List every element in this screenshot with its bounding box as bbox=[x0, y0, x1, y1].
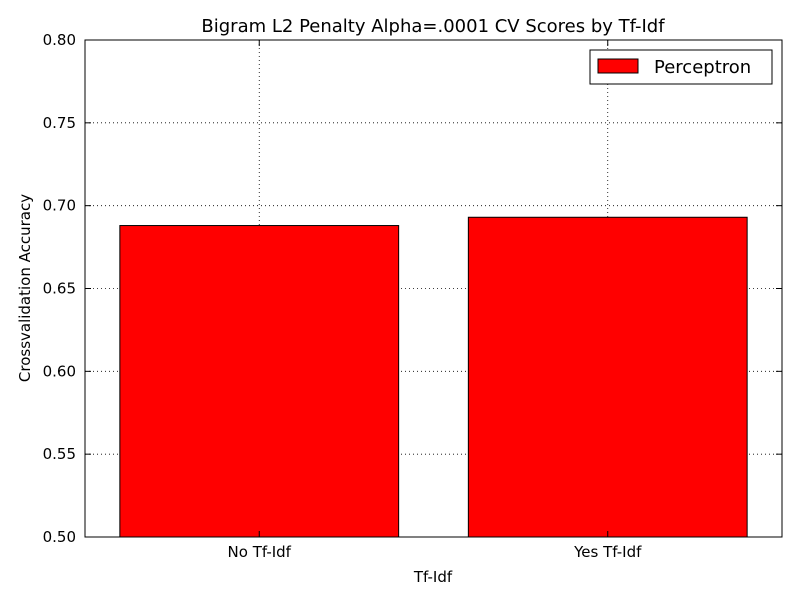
y-tick-label: 0.65 bbox=[43, 280, 76, 298]
x-axis-label: Tf-Idf bbox=[413, 568, 453, 586]
y-tick-label: 0.80 bbox=[43, 31, 76, 49]
y-tick-label: 0.70 bbox=[43, 197, 76, 215]
chart-title: Bigram L2 Penalty Alpha=.0001 CV Scores … bbox=[201, 16, 665, 37]
y-axis-label: Crossvalidation Accuracy bbox=[16, 194, 34, 382]
y-tick-label: 0.60 bbox=[43, 362, 76, 380]
legend-swatch-perceptron bbox=[597, 58, 639, 74]
bar-yes-tf-idf bbox=[467, 216, 748, 538]
legend-label-perceptron: Perceptron bbox=[654, 57, 751, 78]
x-axis-ticks: No Tf-Idf Yes Tf-Idf bbox=[228, 40, 642, 561]
y-tick-label: 0.75 bbox=[43, 114, 76, 132]
x-tick-label: Yes Tf-Idf bbox=[573, 543, 642, 561]
legend: Perceptron bbox=[589, 49, 773, 85]
y-axis-ticks: 0.50 0.55 0.60 0.65 0.70 0.75 0.80 bbox=[43, 31, 782, 546]
y-tick-label: 0.50 bbox=[43, 528, 76, 546]
y-tick-label: 0.55 bbox=[43, 445, 76, 463]
bars bbox=[119, 216, 748, 538]
bar-no-tf-idf bbox=[119, 225, 400, 538]
x-tick-label: No Tf-Idf bbox=[228, 543, 292, 561]
